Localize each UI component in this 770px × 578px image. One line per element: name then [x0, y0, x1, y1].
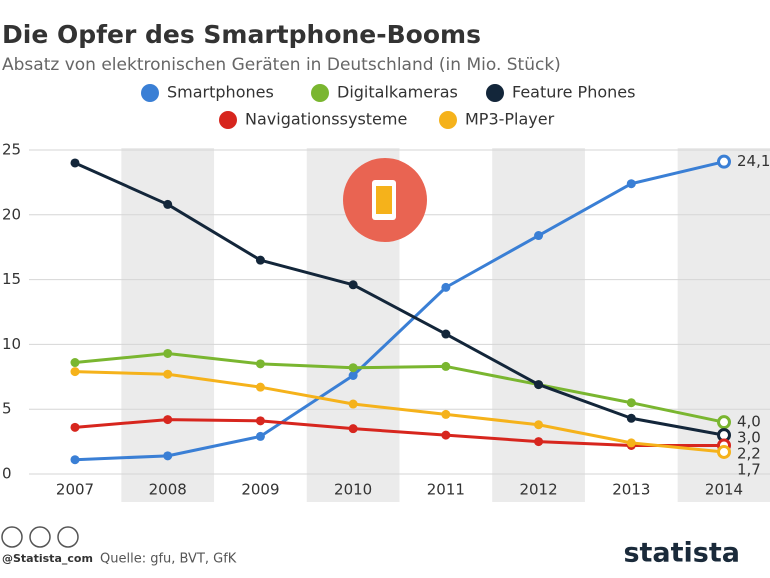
x-tick-label: 2013 [612, 481, 650, 499]
x-tick-label: 2008 [149, 481, 187, 499]
value-label: 3,0 [737, 429, 761, 447]
column-band [492, 148, 585, 502]
series-line [74, 351, 725, 424]
point [163, 415, 173, 425]
x-tick-label: 2009 [241, 481, 279, 499]
point [255, 382, 265, 392]
legend-label: Digitalkameras [337, 83, 458, 102]
background-bands [121, 148, 770, 502]
legend-label: Feature Phones [512, 83, 635, 102]
point [626, 179, 636, 189]
point [255, 255, 265, 265]
chart-subtitle: Absatz von elektronischen Geräten in Deu… [2, 55, 561, 75]
y-tick-label: 15 [2, 270, 21, 288]
point [441, 282, 451, 292]
point [348, 399, 358, 409]
point [348, 280, 358, 290]
point [441, 361, 451, 371]
point [534, 437, 544, 447]
point [70, 455, 80, 465]
cc-icons [1, 526, 79, 548]
point [441, 430, 451, 440]
legend-label: MP3-Player [465, 110, 555, 129]
y-tick-label: 5 [2, 400, 12, 418]
point [163, 369, 173, 379]
plot: 24,1 4,03,02,21,7 [70, 152, 770, 479]
point [534, 231, 544, 241]
legend-swatch [219, 111, 237, 129]
y-tick-label: 10 [2, 335, 21, 353]
value-label: 1,7 [737, 461, 761, 479]
legend-swatch [311, 84, 329, 102]
point [441, 329, 451, 339]
x-tick-label: 2012 [519, 481, 557, 499]
point [626, 413, 636, 423]
point [348, 371, 358, 381]
value-label: 4,0 [737, 413, 761, 431]
series-line [74, 161, 725, 437]
point [70, 358, 80, 368]
point [441, 409, 451, 419]
x-tick-label: 2007 [56, 481, 94, 499]
legend-swatch [141, 84, 159, 102]
y-tick-label: 0 [2, 465, 12, 483]
point [717, 444, 731, 459]
point [348, 363, 358, 373]
y-tick-label: 25 [2, 141, 21, 159]
point [534, 420, 544, 430]
series-line [74, 160, 725, 462]
series-line [74, 418, 724, 447]
point [255, 431, 265, 441]
point [255, 416, 265, 426]
point [626, 398, 636, 408]
x-tick-label: 2014 [705, 481, 743, 499]
series-line [74, 370, 725, 454]
legend-swatch [439, 111, 457, 129]
point [70, 422, 80, 432]
x-tick-label: 2011 [427, 481, 465, 499]
x-tick-label: 2010 [334, 481, 372, 499]
point [717, 154, 731, 169]
legend-label: Smartphones [167, 83, 274, 102]
point [163, 451, 173, 461]
value-label: 24,1 [737, 152, 770, 170]
credit: @Statista_com [2, 552, 93, 565]
point [717, 415, 731, 430]
y-tick-label: 20 [2, 205, 21, 223]
source: Quelle: gfu, BVT, GfK [100, 552, 237, 567]
point [626, 438, 636, 448]
point [255, 359, 265, 369]
point [163, 348, 173, 358]
chart-title: Die Opfer des Smartphone-Booms [2, 20, 481, 49]
decoration [343, 158, 427, 242]
point [348, 424, 358, 434]
point [163, 199, 173, 209]
point [70, 367, 80, 377]
point [534, 380, 544, 390]
point [70, 158, 80, 168]
value-label: 2,2 [737, 445, 761, 463]
brand: statista [623, 538, 740, 569]
legend-label: Navigationssysteme [245, 110, 407, 129]
legend-swatch [486, 84, 504, 102]
